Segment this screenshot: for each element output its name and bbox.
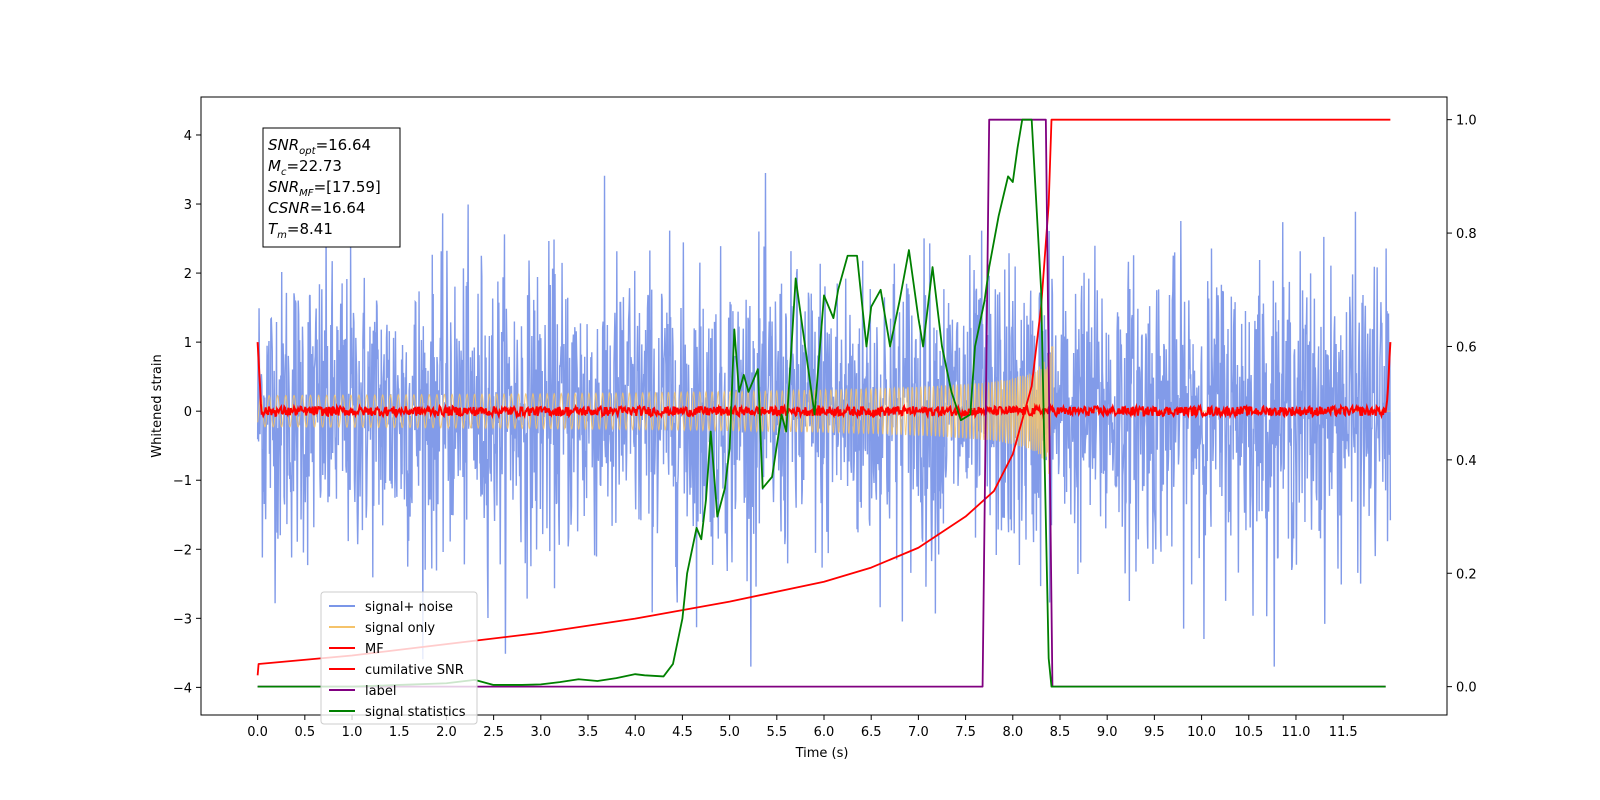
y-left-tick-label: 4 (184, 129, 192, 144)
x-tick-label: 11.5 (1329, 725, 1358, 740)
x-tick-label: 5.0 (719, 725, 740, 740)
x-tick-label: 2.5 (483, 725, 504, 740)
x-tick-label: 6.0 (814, 725, 835, 740)
x-tick-label: 0.0 (247, 725, 268, 740)
annotation-line: SNRMF=[17.59] (268, 178, 381, 199)
x-axis-label: Time (s) (795, 746, 849, 761)
y-right-tick-label: 1.0 (1456, 114, 1477, 129)
x-tick-label: 8.0 (1002, 725, 1023, 740)
x-tick-label: 6.5 (861, 725, 882, 740)
x-tick-label: 7.5 (955, 725, 976, 740)
legend-label: signal+ noise (365, 600, 453, 615)
x-tick-label: 3.0 (530, 725, 551, 740)
y-left-tick-label: −1 (173, 474, 192, 489)
y-left-tick-label: 3 (184, 198, 192, 213)
legend: signal+ noise signal only MF cumilative SNR… (320, 591, 478, 725)
y-left-tick-label: 1 (184, 336, 192, 351)
x-tick-label: 2.0 (436, 725, 457, 740)
x-tick-label: 11.0 (1281, 725, 1310, 740)
y-right-tick-label: 0.4 (1456, 454, 1477, 469)
y-right-tick-label: 0.0 (1456, 681, 1477, 696)
y-right-tick-label: 0.2 (1456, 567, 1477, 582)
legend-label: signal only (365, 621, 435, 636)
x-tick-label: 10.5 (1234, 725, 1263, 740)
y-axis-label: Whitened strain (150, 354, 165, 457)
y-left-tick-label: −4 (173, 681, 192, 696)
x-tick-label: 9.5 (1144, 725, 1165, 740)
annotation-line: CSNR=16.64 (268, 199, 365, 217)
legend-label: label (365, 684, 396, 699)
y-right-tick-label: 0.6 (1456, 340, 1477, 355)
x-axis: 0.0 0.5 1.0 1.5 2.0 2.5 3.0 3.5 4.0 4.5 5.0 5.5 6.0 6… (247, 715, 1358, 740)
x-tick-label: 7.0 (908, 725, 929, 740)
y-left-tick-label: 2 (184, 267, 192, 282)
series-mf (256, 342, 1392, 420)
annotation-line: Tm=8.41 (268, 220, 333, 241)
y-left-tick-label: −3 (173, 612, 192, 627)
x-tick-label: 1.5 (389, 725, 410, 740)
x-tick-label: 5.5 (766, 725, 787, 740)
annotation-line: Mc=22.73 (268, 157, 342, 178)
legend-label: signal statistics (365, 705, 466, 720)
y-left-tick-label: 0 (184, 405, 192, 420)
legend-frame (320, 591, 478, 725)
series-signal-statistics (257, 118, 1386, 688)
annotation-line: SNRopt=16.64 (268, 136, 371, 157)
y-axis-left: 4 3 2 1 0 −1 −2 −3 −4 (173, 129, 201, 696)
x-tick-label: 8.5 (1050, 725, 1071, 740)
x-tick-label: 4.5 (672, 725, 693, 740)
y-left-tick-label: −2 (173, 543, 192, 558)
x-tick-label: 9.0 (1097, 725, 1118, 740)
x-tick-label: 4.0 (625, 725, 646, 740)
x-tick-label: 3.5 (578, 725, 599, 740)
x-tick-label: 0.5 (294, 725, 315, 740)
y-right-tick-label: 0.8 (1456, 227, 1477, 242)
y-axis-right: 1.0 0.8 0.6 0.4 0.2 0.0 (1447, 114, 1477, 696)
legend-label: cumilative SNR (365, 663, 464, 678)
x-tick-label: 10.0 (1187, 725, 1216, 740)
annotation-frame (262, 127, 401, 248)
x-tick-label: 1.0 (342, 725, 363, 740)
stats-annotation: SNRopt=16.64Mc=22.73SNRMF=[17.59]CSNR=16… (262, 127, 401, 248)
legend-label: MF (365, 642, 384, 657)
